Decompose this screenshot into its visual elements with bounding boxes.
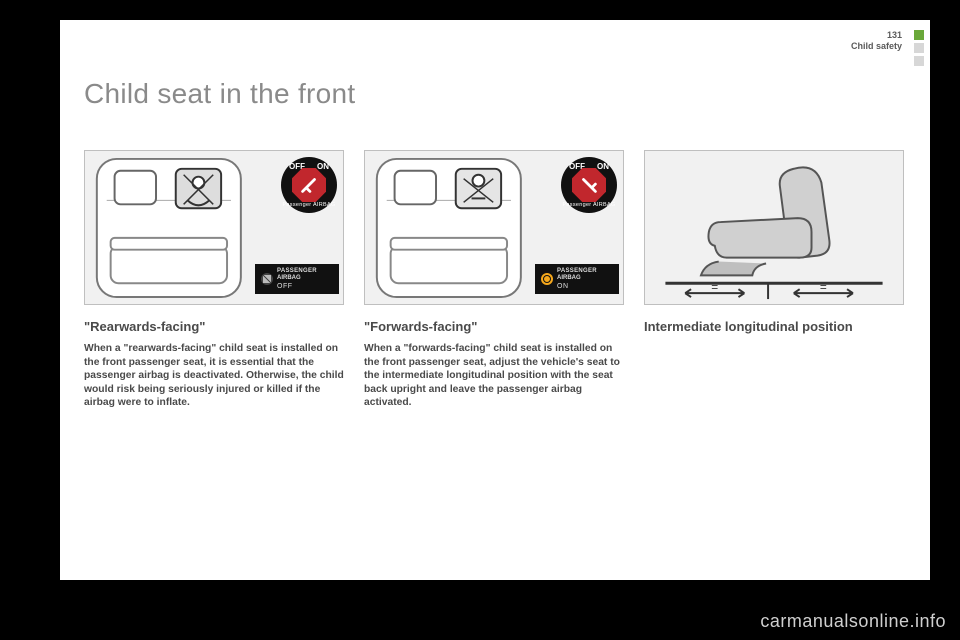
strip-line1: PASSENGER [277, 268, 317, 275]
figure-seat-position: = = [644, 150, 904, 305]
badge-octagon-icon [572, 168, 606, 202]
svg-text:=: = [711, 280, 718, 294]
airbag-status-strip: PASSENGER AIRBAG OFF [255, 264, 339, 294]
column-rearwards: OFF ON Passenger AIRBAG PASSENGER AIRBAG… [84, 150, 344, 410]
body-forwards: When a "forwards-facing" child seat is i… [364, 342, 624, 410]
badge-octagon-icon [292, 168, 326, 202]
page-category: Child safety [851, 41, 902, 52]
body-rearwards: When a "rearwards-facing" child seat is … [84, 342, 344, 410]
figure-forwards: OFF ON Passenger AIRBAG PASSENGER AIRBAG… [364, 150, 624, 305]
airbag-off-icon [261, 273, 273, 285]
strip-line2: AIRBAG [277, 275, 301, 282]
section-indicator [914, 30, 924, 66]
car-top-view-icon [365, 151, 533, 304]
strip-state: ON [557, 283, 569, 290]
column-forwards: OFF ON Passenger AIRBAG PASSENGER AIRBAG… [364, 150, 624, 410]
subhead-forwards: "Forwards-facing" [364, 319, 624, 334]
page-header: 131 Child safety [851, 30, 902, 52]
badge-ring-label: Passenger AIRBAG [561, 202, 617, 208]
subhead-position: Intermediate longitudinal position [644, 319, 904, 334]
content-columns: OFF ON Passenger AIRBAG PASSENGER AIRBAG… [84, 150, 906, 410]
airbag-switch-badge-icon: OFF ON Passenger AIRBAG [281, 157, 337, 213]
badge-on-label: ON [317, 162, 329, 171]
figure-rearwards: OFF ON Passenger AIRBAG PASSENGER AIRBAG… [84, 150, 344, 305]
indicator-square [914, 56, 924, 66]
strip-state: OFF [277, 283, 293, 290]
svg-text:=: = [820, 280, 827, 294]
column-position: = = Intermediate longitudinal position [644, 150, 904, 410]
page-number: 131 [851, 30, 902, 41]
watermark: carmanualsonline.info [760, 611, 946, 632]
strip-line1: PASSENGER [557, 268, 597, 275]
subhead-rearwards: "Rearwards-facing" [84, 319, 344, 334]
car-top-view-icon [85, 151, 253, 304]
strip-line2: AIRBAG [557, 275, 581, 282]
page-title: Child seat in the front [84, 78, 906, 110]
airbag-status-strip: PASSENGER AIRBAG ON [535, 264, 619, 294]
manual-page: 131 Child safety Child seat in the front [60, 20, 930, 580]
indicator-square-active [914, 30, 924, 40]
airbag-switch-badge-icon: OFF ON Passenger AIRBAG [561, 157, 617, 213]
indicator-square [914, 43, 924, 53]
seat-side-view-icon: = = [645, 151, 903, 304]
airbag-on-icon [541, 273, 553, 285]
badge-on-label: ON [597, 162, 609, 171]
badge-ring-label: Passenger AIRBAG [281, 202, 337, 208]
